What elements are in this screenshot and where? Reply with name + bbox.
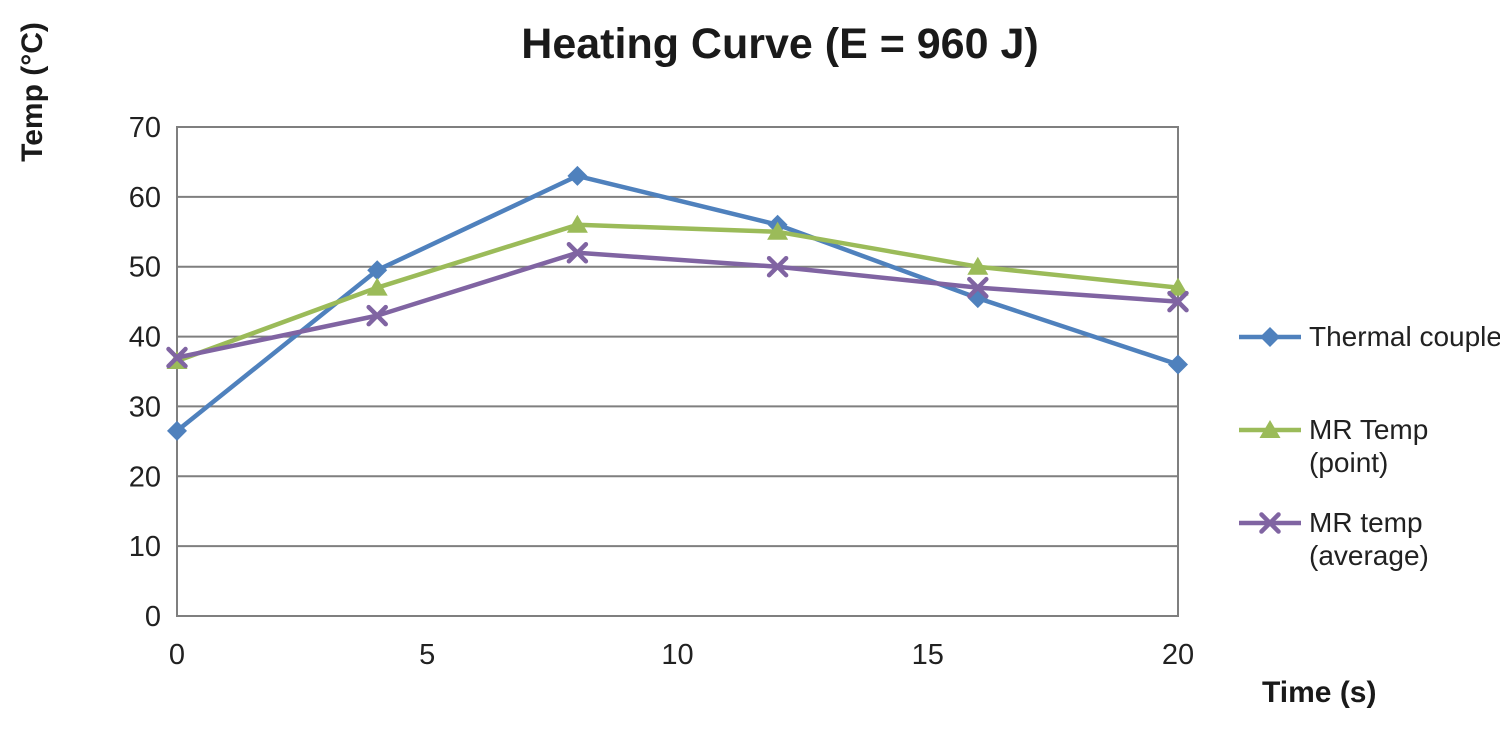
x-marker <box>766 255 789 278</box>
x-marker <box>366 304 388 327</box>
y-tick-label: 20 <box>129 461 161 493</box>
y-tick-label: 70 <box>129 112 161 144</box>
diamond-marker <box>567 165 588 186</box>
y-tick-label: 60 <box>129 182 161 214</box>
triangle-marker <box>366 277 388 296</box>
x-tick-label: 15 <box>912 639 944 671</box>
diamond-marker <box>367 260 388 281</box>
triangle-marker <box>967 256 989 275</box>
legend-item: MR Temp (point) <box>1238 413 1428 479</box>
x-marker <box>166 346 188 369</box>
series-line <box>174 173 1181 434</box>
y-tick-label: 0 <box>145 601 161 633</box>
legend-item: Thermal couple <box>1238 320 1500 353</box>
triangle-marker <box>566 214 588 233</box>
y-tick-label: 10 <box>129 531 161 563</box>
legend-marker-x-icon <box>1239 512 1301 534</box>
x-marker <box>967 276 989 299</box>
y-tick-labels: 0 10 20 30 40 50 60 70 <box>129 112 161 633</box>
diamond-marker <box>967 288 988 309</box>
legend-marker-triangle-icon <box>1239 420 1301 438</box>
triangle-marker <box>767 221 789 240</box>
x-tick-label: 20 <box>1162 639 1194 671</box>
series-line <box>174 250 1181 360</box>
legend-label: Thermal couple <box>1309 321 1500 352</box>
triangle-marker <box>1167 277 1189 296</box>
legend-label: MR Temp (point) <box>1309 414 1429 478</box>
series-x <box>166 241 1189 369</box>
x-tick-label: 5 <box>419 639 435 671</box>
legend: Thermal couple MR Temp (point) MR temp (aver… <box>1238 0 1500 734</box>
x-tick-label: 0 <box>169 639 185 671</box>
y-tick-label: 40 <box>129 322 161 354</box>
y-tick-label: 30 <box>129 391 161 423</box>
series-line <box>174 222 1181 364</box>
x-tick-labels: 0 5 10 15 20 <box>169 639 1194 671</box>
legend-item: MR temp (average) <box>1238 506 1429 572</box>
legend-marker-diamond-icon <box>1239 327 1301 347</box>
x-tick-label: 10 <box>661 639 693 671</box>
diamond-marker <box>167 420 187 441</box>
diamond-marker <box>1168 354 1188 375</box>
legend-label: MR temp (average) <box>1309 507 1429 571</box>
x-marker <box>1167 290 1189 313</box>
y-tick-label: 50 <box>129 252 161 284</box>
x-axis-title: Time (s) <box>1262 676 1377 709</box>
series-diamond <box>167 165 1188 441</box>
chart-title: Heating Curve (E = 960 J) <box>521 20 1039 68</box>
x-marker <box>566 241 589 264</box>
